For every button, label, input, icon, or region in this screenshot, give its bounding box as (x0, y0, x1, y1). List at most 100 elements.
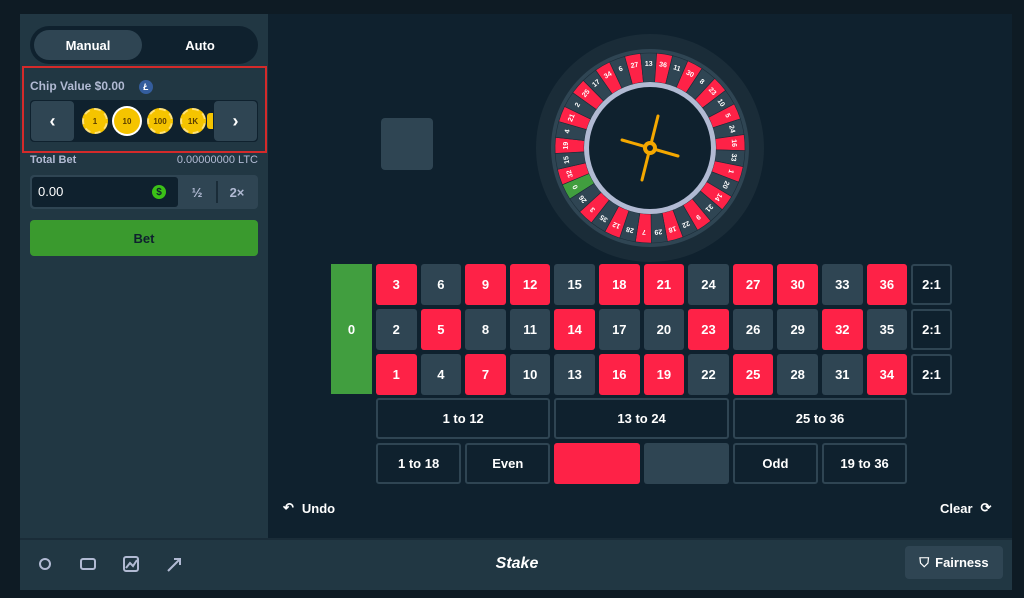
number-cell[interactable]: 26 (732, 309, 774, 350)
number-cell[interactable]: 12 (509, 264, 551, 305)
number-cell[interactable]: 35 (866, 309, 908, 350)
chip-next-button[interactable]: › (214, 101, 257, 141)
number-cell[interactable]: 33 (822, 264, 863, 305)
number-cell[interactable]: 36 (866, 264, 908, 305)
number-cell[interactable]: 25 (732, 354, 774, 395)
outside-bet[interactable]: Even (465, 443, 551, 484)
number-cell[interactable]: 13 (554, 354, 595, 395)
wheel-number: 31 (703, 202, 714, 213)
manual-tab[interactable]: Manual (34, 30, 142, 60)
wheel-number: 6 (618, 66, 624, 74)
number-cell[interactable]: 18 (599, 264, 640, 305)
chip-prev-button[interactable]: ‹ (31, 101, 74, 141)
outside-bet[interactable]: 19 to 36 (822, 443, 908, 484)
total-bet-amount: 0.00000000 LTC (176, 154, 258, 166)
column-bet[interactable]: 2:1 (911, 309, 952, 350)
column-bet[interactable]: 2:1 (911, 264, 952, 305)
clear-button[interactable]: Clear ⟳ (940, 499, 991, 517)
number-cell[interactable]: 2 (376, 309, 417, 350)
fairness-button[interactable]: ⛉ Fairness (905, 546, 1003, 579)
wheel-number: 33 (729, 153, 737, 162)
clear-label: Clear (940, 500, 973, 516)
wheel-number: 32 (566, 169, 575, 179)
wheel-number: 15 (563, 155, 571, 164)
zero-cell[interactable]: 0 (331, 264, 372, 394)
number-cell[interactable]: 29 (777, 309, 818, 350)
number-cell[interactable]: 16 (599, 354, 640, 395)
number-cell[interactable]: 14 (554, 309, 595, 350)
wheel-number: 35 (599, 213, 609, 223)
chip[interactable]: 1K (180, 108, 206, 134)
divider (216, 181, 218, 203)
number-cell[interactable]: 19 (643, 354, 685, 395)
dozen-bet[interactable]: 13 to 24 (554, 398, 729, 439)
number-cell[interactable]: 17 (599, 309, 640, 350)
wheel-number: 9 (694, 213, 701, 221)
bet-input[interactable]: 0.00 (32, 177, 178, 207)
footer-icons (39, 556, 181, 572)
number-cell[interactable]: 27 (732, 264, 774, 305)
number-cell[interactable]: 6 (420, 264, 462, 305)
number-cell[interactable]: 22 (688, 354, 729, 395)
wheel-number: 23 (707, 87, 717, 98)
wheel-number: 36 (659, 61, 668, 69)
number-cell[interactable]: 5 (420, 309, 462, 350)
total-bet-label: Total Bet (30, 154, 77, 166)
number-cell[interactable]: 30 (777, 264, 818, 305)
outside-bet[interactable]: 1 to 18 (376, 443, 462, 484)
chip[interactable]: 10 (114, 108, 140, 134)
number-cell[interactable]: 15 (554, 264, 595, 305)
number-cell[interactable]: 9 (465, 264, 506, 305)
stats-icon[interactable] (123, 556, 139, 572)
wheel-number: 3 (589, 205, 597, 213)
number-cell[interactable]: 32 (822, 309, 863, 350)
chip[interactable]: 100 (147, 108, 173, 134)
currency-icon: $ (152, 185, 166, 199)
wheel-number: 11 (672, 64, 681, 73)
number-cell[interactable]: 3 (376, 264, 417, 305)
clear-icon: ⟳ (980, 500, 992, 515)
wheel-number: 14 (713, 192, 723, 202)
black-bet[interactable] (643, 443, 729, 484)
chip-partial (207, 113, 213, 129)
footer-bar (20, 538, 1012, 590)
wheel-number: 26 (578, 193, 588, 204)
number-cell[interactable]: 23 (688, 309, 729, 350)
wheel-number: 1 (726, 168, 734, 174)
wheel-number: 17 (591, 78, 602, 88)
number-cell[interactable]: 11 (509, 309, 551, 350)
chip-value-label: Chip Value $0.00 (30, 79, 125, 93)
wheel-number: 16 (730, 139, 737, 147)
number-cell[interactable]: 1 (376, 354, 417, 395)
number-cell[interactable]: 8 (465, 309, 506, 350)
number-cell[interactable]: 7 (465, 354, 506, 395)
number-cell[interactable]: 28 (777, 354, 818, 395)
chip[interactable]: 1 (82, 108, 108, 134)
number-cell[interactable]: 34 (866, 354, 908, 395)
highlight-box (22, 66, 267, 153)
bet-button[interactable]: Bet (30, 220, 258, 256)
number-cell[interactable]: 31 (822, 354, 863, 395)
popout-icon[interactable] (167, 558, 181, 572)
wheel-number: 18 (667, 224, 676, 233)
red-bet[interactable] (554, 443, 640, 484)
outside-bet[interactable]: Odd (732, 443, 818, 484)
number-cell[interactable]: 24 (688, 264, 729, 305)
auto-tab[interactable]: Auto (185, 37, 215, 53)
dozen-bet[interactable]: 1 to 12 (376, 398, 551, 439)
number-cell[interactable]: 21 (643, 264, 685, 305)
number-cell[interactable]: 20 (643, 309, 685, 350)
number-cell[interactable]: 4 (420, 354, 462, 395)
number-cell[interactable]: 10 (509, 354, 551, 395)
settings-icon[interactable] (39, 558, 51, 570)
dozen-bet[interactable]: 25 to 36 (732, 398, 908, 439)
column-bet[interactable]: 2:1 (911, 354, 952, 395)
undo-button[interactable]: ↶ Undo (283, 499, 335, 517)
double-button[interactable]: 2× (229, 184, 245, 200)
wheel-number: 0 (572, 183, 580, 190)
theatre-icon[interactable] (80, 558, 96, 570)
wheel-number: 21 (567, 113, 576, 123)
wheel-number: 12 (612, 220, 622, 230)
half-button[interactable]: ½ (191, 184, 203, 200)
